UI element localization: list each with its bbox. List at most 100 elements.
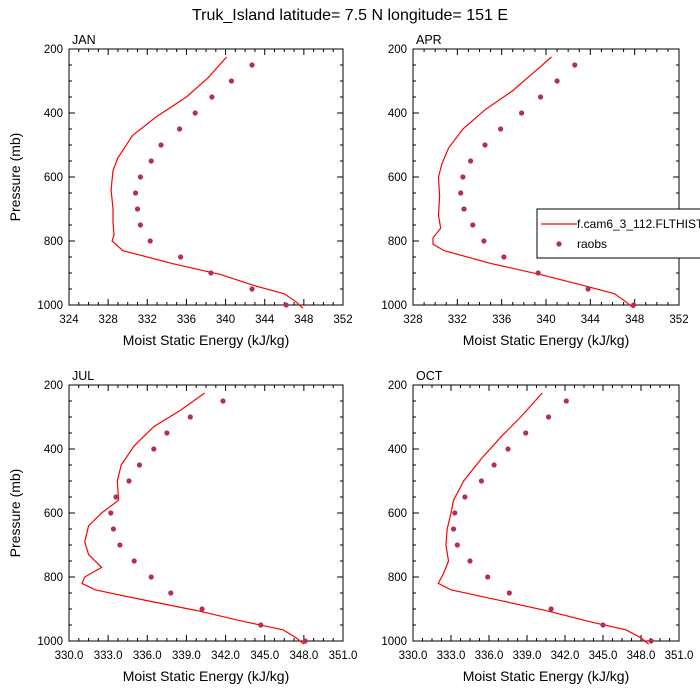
raobs-point bbox=[132, 190, 139, 196]
raobs-point bbox=[572, 62, 578, 68]
legend-point-swatch bbox=[556, 241, 562, 247]
model-profile-line bbox=[110, 56, 304, 309]
x-axis-label: Moist Static Energy (kJ/kg) bbox=[123, 332, 290, 348]
y-tick-label: 200 bbox=[44, 380, 63, 392]
raobs-point bbox=[535, 270, 541, 276]
raobs-point bbox=[482, 142, 488, 148]
x-tick-label: 340 bbox=[216, 314, 235, 326]
raobs-point bbox=[468, 158, 474, 164]
y-tick-label: 800 bbox=[44, 572, 63, 584]
y-tick-label: 1000 bbox=[381, 300, 407, 312]
raobs-point bbox=[461, 206, 467, 212]
x-tick-label: 336.0 bbox=[133, 650, 162, 662]
panel-jan: 324 328 332 336 340 344 348 352 200 400 600 800 1000… bbox=[7, 33, 353, 348]
raobs-point bbox=[126, 478, 132, 484]
raobs-point bbox=[283, 302, 289, 308]
raobs-point bbox=[258, 622, 264, 628]
model-profile-line bbox=[432, 56, 634, 309]
raobs-point bbox=[178, 254, 184, 260]
x-tick-label: 336 bbox=[492, 314, 511, 326]
raobs-point bbox=[452, 510, 458, 516]
y-tick-label: 600 bbox=[44, 172, 63, 184]
raobs-point bbox=[537, 94, 544, 100]
raobs-point bbox=[199, 606, 205, 612]
raobs-point bbox=[147, 238, 153, 244]
x-tick-label: 352 bbox=[333, 314, 352, 326]
panel-label: OCT bbox=[416, 369, 443, 383]
raobs-point bbox=[220, 398, 226, 404]
raobs-point bbox=[523, 430, 529, 436]
y-tick-label: 400 bbox=[44, 108, 63, 120]
x-tick-label: 351.0 bbox=[329, 650, 358, 662]
plot-frame bbox=[412, 48, 680, 306]
raobs-point bbox=[505, 446, 511, 452]
raobs-point bbox=[454, 542, 460, 548]
raobs-point bbox=[585, 286, 591, 292]
x-tick-label: 344 bbox=[255, 314, 275, 326]
raobs-point bbox=[506, 590, 512, 596]
raobs-point bbox=[208, 270, 214, 276]
x-tick-label: 330.0 bbox=[399, 650, 428, 662]
x-tick-label: 328 bbox=[403, 314, 422, 326]
x-tick-label: 339.0 bbox=[513, 650, 542, 662]
raobs-point bbox=[151, 446, 157, 452]
x-tick-label: 344 bbox=[581, 314, 601, 326]
raobs-point bbox=[631, 302, 637, 308]
y-tick-label: 200 bbox=[44, 44, 63, 56]
raobs-point bbox=[192, 110, 198, 116]
x-tick-label: 352 bbox=[669, 314, 688, 326]
panel-oct: 330.0 333.0 336.0 339.0 342.0 345.0 348.0 351.0… bbox=[381, 369, 693, 684]
panels: 324 328 332 336 340 344 348 352 200 400 600 800 1000… bbox=[7, 33, 693, 684]
x-tick-label: 340 bbox=[536, 314, 555, 326]
raobs-point bbox=[450, 526, 457, 532]
raobs-point bbox=[137, 174, 143, 180]
legend: f.cam6_3_112.FLTHIST_v0a.ne30.dcmip_2rao… bbox=[536, 208, 700, 259]
x-tick-label: 339.0 bbox=[172, 650, 201, 662]
legend-box bbox=[536, 208, 700, 259]
y-tick-label: 200 bbox=[388, 380, 407, 392]
plot-frame bbox=[68, 48, 344, 306]
raobs-point bbox=[485, 574, 491, 580]
y-tick-label: 800 bbox=[388, 572, 407, 584]
raobs-point bbox=[548, 606, 554, 612]
raobs-point bbox=[110, 526, 116, 532]
legend-model-label: f.cam6_3_112.FLTHIST_v0a.ne30.dcmip_2 bbox=[577, 217, 700, 231]
raobs-point bbox=[249, 286, 255, 292]
x-tick-label: 336 bbox=[177, 314, 196, 326]
x-axis-label: Moist Static Energy (kJ/kg) bbox=[463, 668, 630, 684]
x-tick-label: 336.0 bbox=[475, 650, 504, 662]
x-tick-label: 345.0 bbox=[589, 650, 618, 662]
x-tick-label: 351.0 bbox=[665, 650, 694, 662]
x-axis-label: Moist Static Energy (kJ/kg) bbox=[463, 332, 630, 348]
panel-label: JAN bbox=[72, 33, 96, 47]
raobs-point bbox=[136, 462, 143, 468]
y-tick-label: 400 bbox=[388, 444, 407, 456]
raobs-point bbox=[209, 94, 215, 100]
raobs-point bbox=[458, 190, 464, 196]
x-tick-label: 333.0 bbox=[94, 650, 123, 662]
raobs-point bbox=[158, 142, 164, 148]
legend-obs-label: raobs bbox=[577, 237, 607, 251]
raobs-point bbox=[113, 494, 119, 500]
panel-jul: 330.0 333.0 336.0 339.0 342.0 345.0 348.0 351.0… bbox=[7, 369, 357, 684]
x-tick-label: 342.0 bbox=[211, 650, 240, 662]
raobs-point bbox=[177, 126, 183, 132]
raobs-point bbox=[545, 414, 552, 420]
x-tick-label: 333.0 bbox=[437, 650, 466, 662]
raobs-point bbox=[481, 238, 487, 244]
raobs-point bbox=[168, 590, 174, 596]
y-tick-label: 1000 bbox=[381, 636, 407, 648]
y-tick-label: 400 bbox=[388, 108, 407, 120]
x-tick-label: 348.0 bbox=[289, 650, 318, 662]
y-tick-label: 400 bbox=[44, 444, 63, 456]
raobs-point bbox=[164, 430, 170, 436]
raobs-point bbox=[470, 222, 476, 228]
x-tick-label: 324 bbox=[59, 314, 79, 326]
raobs-point bbox=[563, 398, 569, 404]
raobs-point bbox=[249, 62, 255, 68]
raobs-point bbox=[600, 622, 606, 628]
y-tick-label: 800 bbox=[44, 236, 63, 248]
panel-label: APR bbox=[416, 33, 442, 47]
raobs-point bbox=[648, 638, 654, 644]
